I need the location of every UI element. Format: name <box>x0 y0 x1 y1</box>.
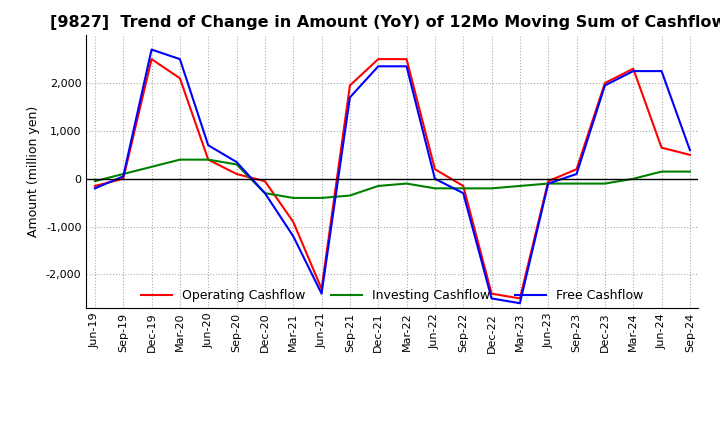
Operating Cashflow <box>204 157 212 162</box>
Line: Investing Cashflow: Investing Cashflow <box>95 160 690 198</box>
Free Cashflow <box>487 296 496 301</box>
Free Cashflow <box>431 176 439 181</box>
Investing Cashflow <box>346 193 354 198</box>
Investing Cashflow <box>459 186 467 191</box>
Operating Cashflow <box>657 145 666 150</box>
Operating Cashflow <box>374 56 382 62</box>
Operating Cashflow <box>233 171 241 176</box>
Investing Cashflow <box>487 186 496 191</box>
Free Cashflow <box>402 64 411 69</box>
Investing Cashflow <box>119 171 127 176</box>
Investing Cashflow <box>600 181 609 186</box>
Line: Operating Cashflow: Operating Cashflow <box>95 59 690 298</box>
Investing Cashflow <box>233 162 241 167</box>
Operating Cashflow <box>346 83 354 88</box>
Free Cashflow <box>148 47 156 52</box>
Investing Cashflow <box>176 157 184 162</box>
Investing Cashflow <box>374 183 382 189</box>
Free Cashflow <box>374 64 382 69</box>
Free Cashflow <box>204 143 212 148</box>
Operating Cashflow <box>459 183 467 189</box>
Free Cashflow <box>318 291 326 296</box>
Free Cashflow <box>119 174 127 179</box>
Operating Cashflow <box>176 76 184 81</box>
Operating Cashflow <box>148 56 156 62</box>
Investing Cashflow <box>402 181 411 186</box>
Investing Cashflow <box>516 183 524 189</box>
Free Cashflow <box>629 69 637 74</box>
Free Cashflow <box>233 159 241 165</box>
Operating Cashflow <box>544 179 552 184</box>
Free Cashflow <box>261 191 269 196</box>
Operating Cashflow <box>487 291 496 296</box>
Operating Cashflow <box>261 179 269 184</box>
Investing Cashflow <box>91 179 99 184</box>
Operating Cashflow <box>289 219 297 224</box>
Free Cashflow <box>600 83 609 88</box>
Investing Cashflow <box>318 195 326 201</box>
Free Cashflow <box>516 301 524 306</box>
Investing Cashflow <box>629 176 637 181</box>
Investing Cashflow <box>572 181 581 186</box>
Free Cashflow <box>91 186 99 191</box>
Investing Cashflow <box>657 169 666 174</box>
Free Cashflow <box>572 171 581 176</box>
Investing Cashflow <box>261 191 269 196</box>
Free Cashflow <box>459 191 467 196</box>
Legend: Operating Cashflow, Investing Cashflow, Free Cashflow: Operating Cashflow, Investing Cashflow, … <box>136 284 649 307</box>
Investing Cashflow <box>289 195 297 201</box>
Free Cashflow <box>289 234 297 239</box>
Investing Cashflow <box>544 181 552 186</box>
Y-axis label: Amount (million yen): Amount (million yen) <box>27 106 40 237</box>
Free Cashflow <box>657 69 666 74</box>
Operating Cashflow <box>629 66 637 71</box>
Operating Cashflow <box>685 152 694 158</box>
Operating Cashflow <box>402 56 411 62</box>
Free Cashflow <box>176 56 184 62</box>
Operating Cashflow <box>600 81 609 86</box>
Operating Cashflow <box>318 286 326 291</box>
Title: [9827]  Trend of Change in Amount (YoY) of 12Mo Moving Sum of Cashflows: [9827] Trend of Change in Amount (YoY) o… <box>50 15 720 30</box>
Operating Cashflow <box>572 167 581 172</box>
Operating Cashflow <box>431 167 439 172</box>
Line: Free Cashflow: Free Cashflow <box>95 50 690 303</box>
Free Cashflow <box>346 95 354 100</box>
Investing Cashflow <box>685 169 694 174</box>
Free Cashflow <box>685 147 694 153</box>
Operating Cashflow <box>119 176 127 181</box>
Investing Cashflow <box>204 157 212 162</box>
Operating Cashflow <box>91 183 99 189</box>
Investing Cashflow <box>148 164 156 169</box>
Operating Cashflow <box>516 296 524 301</box>
Investing Cashflow <box>431 186 439 191</box>
Free Cashflow <box>544 181 552 186</box>
